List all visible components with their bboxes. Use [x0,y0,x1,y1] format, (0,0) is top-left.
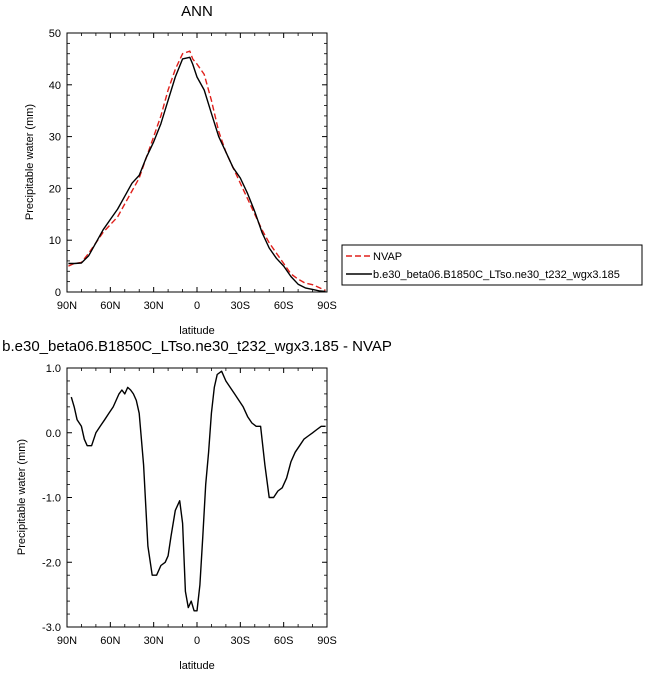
legend-label-nvap: NVAP [373,251,402,263]
bottom-chart-series [70,370,326,612]
x-tick-label: 60N [100,300,120,312]
y-tick-label: 10 [49,235,61,247]
x-tick-label: 0 [194,635,200,647]
bottom-chart: b.e30_beta06.B1850C_LTso.ne30_t232_wgx3.… [2,338,392,672]
x-tick-label: 30S [231,300,251,312]
x-tick-label: 90S [317,300,337,312]
bottom-chart-title: b.e30_beta06.B1850C_LTso.ne30_t232_wgx3.… [2,338,392,355]
x-tick-label: 90N [57,635,77,647]
x-tick-label: 60S [274,300,294,312]
x-tick-label: 0 [194,300,200,312]
x-tick-label: 30N [144,300,164,312]
y-tick-label: -2.0 [42,557,61,569]
bottom-chart-x-axis-label: latitude [179,660,214,672]
bottom-chart-plot-frame [66,367,328,628]
y-tick-label: 1.0 [46,363,61,375]
chart0-series-line-0 [68,50,326,292]
y-tick-label: 30 [49,132,61,144]
top-chart-y-axis-label: Precipitable water (mm) [24,104,36,220]
x-tick-label: 30N [144,635,164,647]
y-tick-label: 40 [49,80,61,92]
x-tick-label: 90N [57,300,77,312]
top-chart-title: ANN [181,3,213,20]
legend-box [341,244,643,286]
bottom-chart-y-axis-label: Precipitable water (mm) [16,439,28,555]
y-tick-label: -1.0 [42,493,61,505]
bottom-chart-x-ticks: 90N 60N 30N 0 30S 60S 90S [57,368,337,647]
top-chart-plot-frame [66,32,328,293]
x-tick-label: 60S [274,635,294,647]
top-chart-x-axis-label: latitude [179,325,214,337]
x-tick-label: 90S [317,635,337,647]
y-tick-label: -3.0 [42,622,61,634]
legend: NVAP b.e30_beta06.B1850C_LTso.ne30_t232_… [341,244,643,286]
y-tick-label: 50 [49,28,61,40]
legend-label-model: b.e30_beta06.B1850C_LTso.ne30_t232_wgx3.… [373,269,620,281]
top-chart-x-ticks: 90N 60N 30N 0 30S 60S 90S [57,33,337,312]
chart0-series-line-1 [68,56,326,293]
top-chart-y-ticks: 0 10 20 30 40 50 [49,28,327,299]
chart1-series-line-0 [70,370,326,612]
top-chart: ANN 90N 60N 30N 0 30S 60S 90S 0 10 20 30 40 50 lati… [24,3,337,337]
y-tick-label: 0 [55,287,61,299]
bottom-chart-y-ticks: 1.0 0.0 -1.0 -2.0 -3.0 [42,363,327,634]
top-chart-series [68,50,326,293]
x-tick-label: 30S [231,635,251,647]
y-tick-label: 20 [49,183,61,195]
y-tick-label: 0.0 [46,428,61,440]
x-tick-label: 60N [100,635,120,647]
